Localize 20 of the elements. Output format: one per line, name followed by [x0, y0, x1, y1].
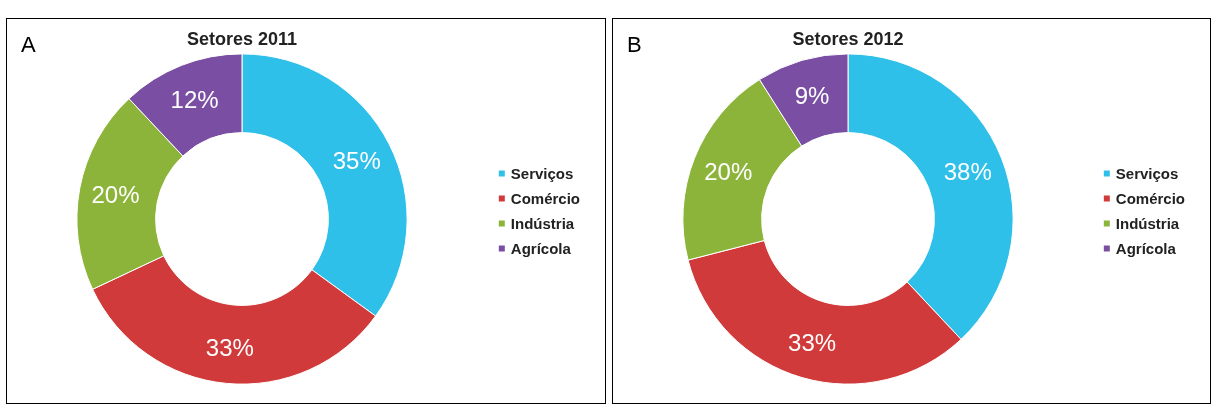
legend-label: Agrícola	[510, 240, 572, 257]
legend-label: Serviços	[510, 165, 574, 182]
legend-label: Comércio	[1115, 190, 1185, 207]
data-label: 35%	[332, 147, 381, 175]
legend-label: Serviços	[1115, 165, 1179, 182]
text: B	[627, 31, 642, 57]
data-label: 38%	[943, 158, 992, 186]
data-label: 33%	[205, 333, 254, 361]
legend-label: Indústria	[1115, 215, 1180, 232]
data-label: 20%	[704, 158, 753, 186]
text: A	[21, 31, 36, 57]
legend-label: Comércio	[510, 190, 580, 207]
legend-label: Agrícola	[1115, 240, 1177, 257]
chart-title: Setores 2012	[792, 29, 904, 49]
data-label: 12%	[170, 85, 219, 113]
legend-label: Indústria	[510, 215, 575, 232]
data-label: 33%	[788, 329, 837, 357]
data-label: 9%	[794, 81, 830, 109]
chart-title: Setores 2011	[186, 29, 298, 49]
data-label: 20%	[91, 181, 140, 209]
